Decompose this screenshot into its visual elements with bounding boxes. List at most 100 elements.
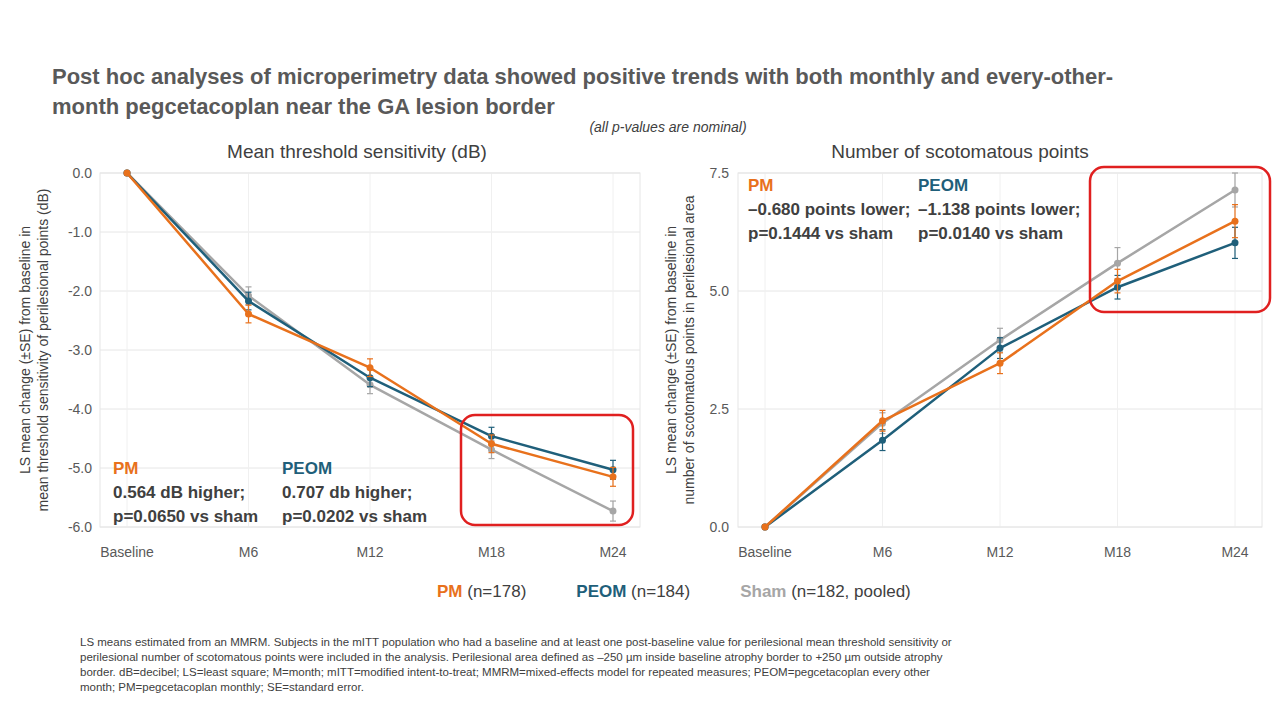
error-bar-cap xyxy=(246,305,252,306)
note: (all p-values are nominal) xyxy=(589,119,746,135)
error-bar-cap xyxy=(367,358,373,359)
annotation-text: 0.564 dB higher; xyxy=(113,483,245,502)
annotation-label: PEOM xyxy=(282,459,332,478)
error-bar xyxy=(489,435,495,453)
error-bar-cap xyxy=(1232,258,1238,259)
x-tick-label: M18 xyxy=(478,544,505,560)
error-bar-cap xyxy=(610,520,616,521)
highlight-box xyxy=(461,415,633,525)
annotation-label: PEOM xyxy=(918,176,968,195)
data-point xyxy=(762,524,769,531)
title: month pegcetacoplan near the GA lesion b… xyxy=(52,94,555,119)
error-bar-cap xyxy=(489,458,495,459)
error-bar-cap xyxy=(1232,172,1238,173)
grid-line-vertical xyxy=(491,173,492,527)
chart: Mean threshold sensitivity (dB)0.0-1.0-2… xyxy=(17,141,640,560)
y-tick-label: 2.5 xyxy=(710,401,730,417)
y-tick-label: 0.0 xyxy=(710,519,730,535)
grid-line-vertical xyxy=(1117,173,1118,527)
error-bar-cap xyxy=(1115,292,1121,293)
footnote: month; PM=pegcetacoplan monthly; SE=stan… xyxy=(80,681,364,693)
data-point xyxy=(245,298,252,305)
error-bar-cap xyxy=(246,292,252,293)
series: PEOM (n=184) xyxy=(762,227,1239,530)
data-point xyxy=(610,508,617,515)
data-point xyxy=(1232,186,1239,193)
series: PM (n=178) xyxy=(762,205,1239,531)
y-tick-label: -1.0 xyxy=(68,224,92,240)
error-bar xyxy=(610,501,616,521)
annotation-text: p=0.0140 vs sham xyxy=(918,224,1063,243)
error-bar-cap xyxy=(1232,204,1238,205)
grid-line-vertical xyxy=(370,173,371,527)
data-point xyxy=(124,170,131,177)
grid-line-vertical xyxy=(248,173,249,527)
x-tick-label: M24 xyxy=(1221,544,1248,560)
error-bar-cap xyxy=(367,386,373,387)
error-bar xyxy=(1232,173,1238,207)
annotation-label: PM xyxy=(748,176,774,195)
error-bar xyxy=(880,410,886,431)
legend-entry: PEOM (n=184) xyxy=(576,582,690,601)
y-tick-label: 0.0 xyxy=(73,165,93,181)
y-axis-label: LS mean change (±SE) from baseline in xyxy=(663,226,679,474)
legend: PM (n=178)PEOM (n=184)Sham (n=182, poole… xyxy=(437,582,911,601)
data-point xyxy=(1232,239,1239,246)
error-bar-cap xyxy=(880,450,886,451)
plot-area xyxy=(124,170,617,522)
x-tick-label: Baseline xyxy=(100,544,154,560)
data-point xyxy=(762,524,769,531)
y-tick-label: -6.0 xyxy=(68,519,92,535)
series xyxy=(124,170,617,487)
x-tick-label: M6 xyxy=(239,544,259,560)
series-line: PEOM (n=184) xyxy=(765,243,1235,527)
series xyxy=(124,170,617,480)
data-point xyxy=(879,437,886,444)
error-bar-cap xyxy=(880,410,886,411)
error-bar-cap xyxy=(997,373,1003,374)
grid-line-vertical xyxy=(1235,173,1236,527)
error-bar-cap xyxy=(880,431,886,432)
error-bar-cap xyxy=(997,352,1003,353)
data-point xyxy=(1114,278,1121,285)
x-tick-label: M24 xyxy=(599,544,626,560)
data-point xyxy=(124,170,131,177)
error-bar-cap xyxy=(489,427,495,428)
error-bar-cap xyxy=(1115,247,1121,248)
plot-frame xyxy=(100,173,640,527)
title: Post hoc analyses of microperimetry data… xyxy=(52,64,1113,89)
data-point xyxy=(488,440,495,447)
data-point xyxy=(610,473,617,480)
error-bar-cap xyxy=(1115,269,1121,270)
annotation-text: –0.680 points lower; xyxy=(748,200,911,219)
data-point xyxy=(367,364,374,371)
series-line xyxy=(127,173,613,477)
error-bar-cap xyxy=(489,434,495,435)
error-bar xyxy=(367,359,373,377)
error-bar-cap xyxy=(610,467,616,468)
error-bar xyxy=(997,353,1003,374)
y-tick-label: -2.0 xyxy=(68,283,92,299)
error-bar-cap xyxy=(997,337,1003,338)
plot-frame xyxy=(738,173,1262,527)
series-line: PM (n=178) xyxy=(765,221,1235,527)
data-point xyxy=(997,345,1004,352)
page: Post hoc analyses of microperimetry data… xyxy=(0,0,1280,720)
data-point xyxy=(997,360,1004,367)
annotation-label: PM xyxy=(113,459,139,478)
y-axis-label: number of scotomatous points in perilesi… xyxy=(681,195,697,504)
data-point xyxy=(1114,260,1121,267)
y-tick-label: 5.0 xyxy=(710,283,730,299)
error-bar-cap xyxy=(997,328,1003,329)
legend-entry: Sham (n=182, pooled) xyxy=(740,582,911,601)
chart: Number of scotomatous points0.02.55.07.5… xyxy=(663,141,1270,560)
error-bar xyxy=(1232,205,1238,238)
error-bar xyxy=(610,467,616,486)
footnote: border. dB=decibel; LS=least square; M=m… xyxy=(80,666,930,678)
y-axis-label: LS mean change (±SE) from baseline in xyxy=(17,226,33,474)
annotation-text: 0.707 db higher; xyxy=(282,483,412,502)
annotation-text: –1.138 points lower; xyxy=(918,200,1081,219)
error-bar-cap xyxy=(367,376,373,377)
error-bar-cap xyxy=(1232,237,1238,238)
data-point xyxy=(124,170,131,177)
